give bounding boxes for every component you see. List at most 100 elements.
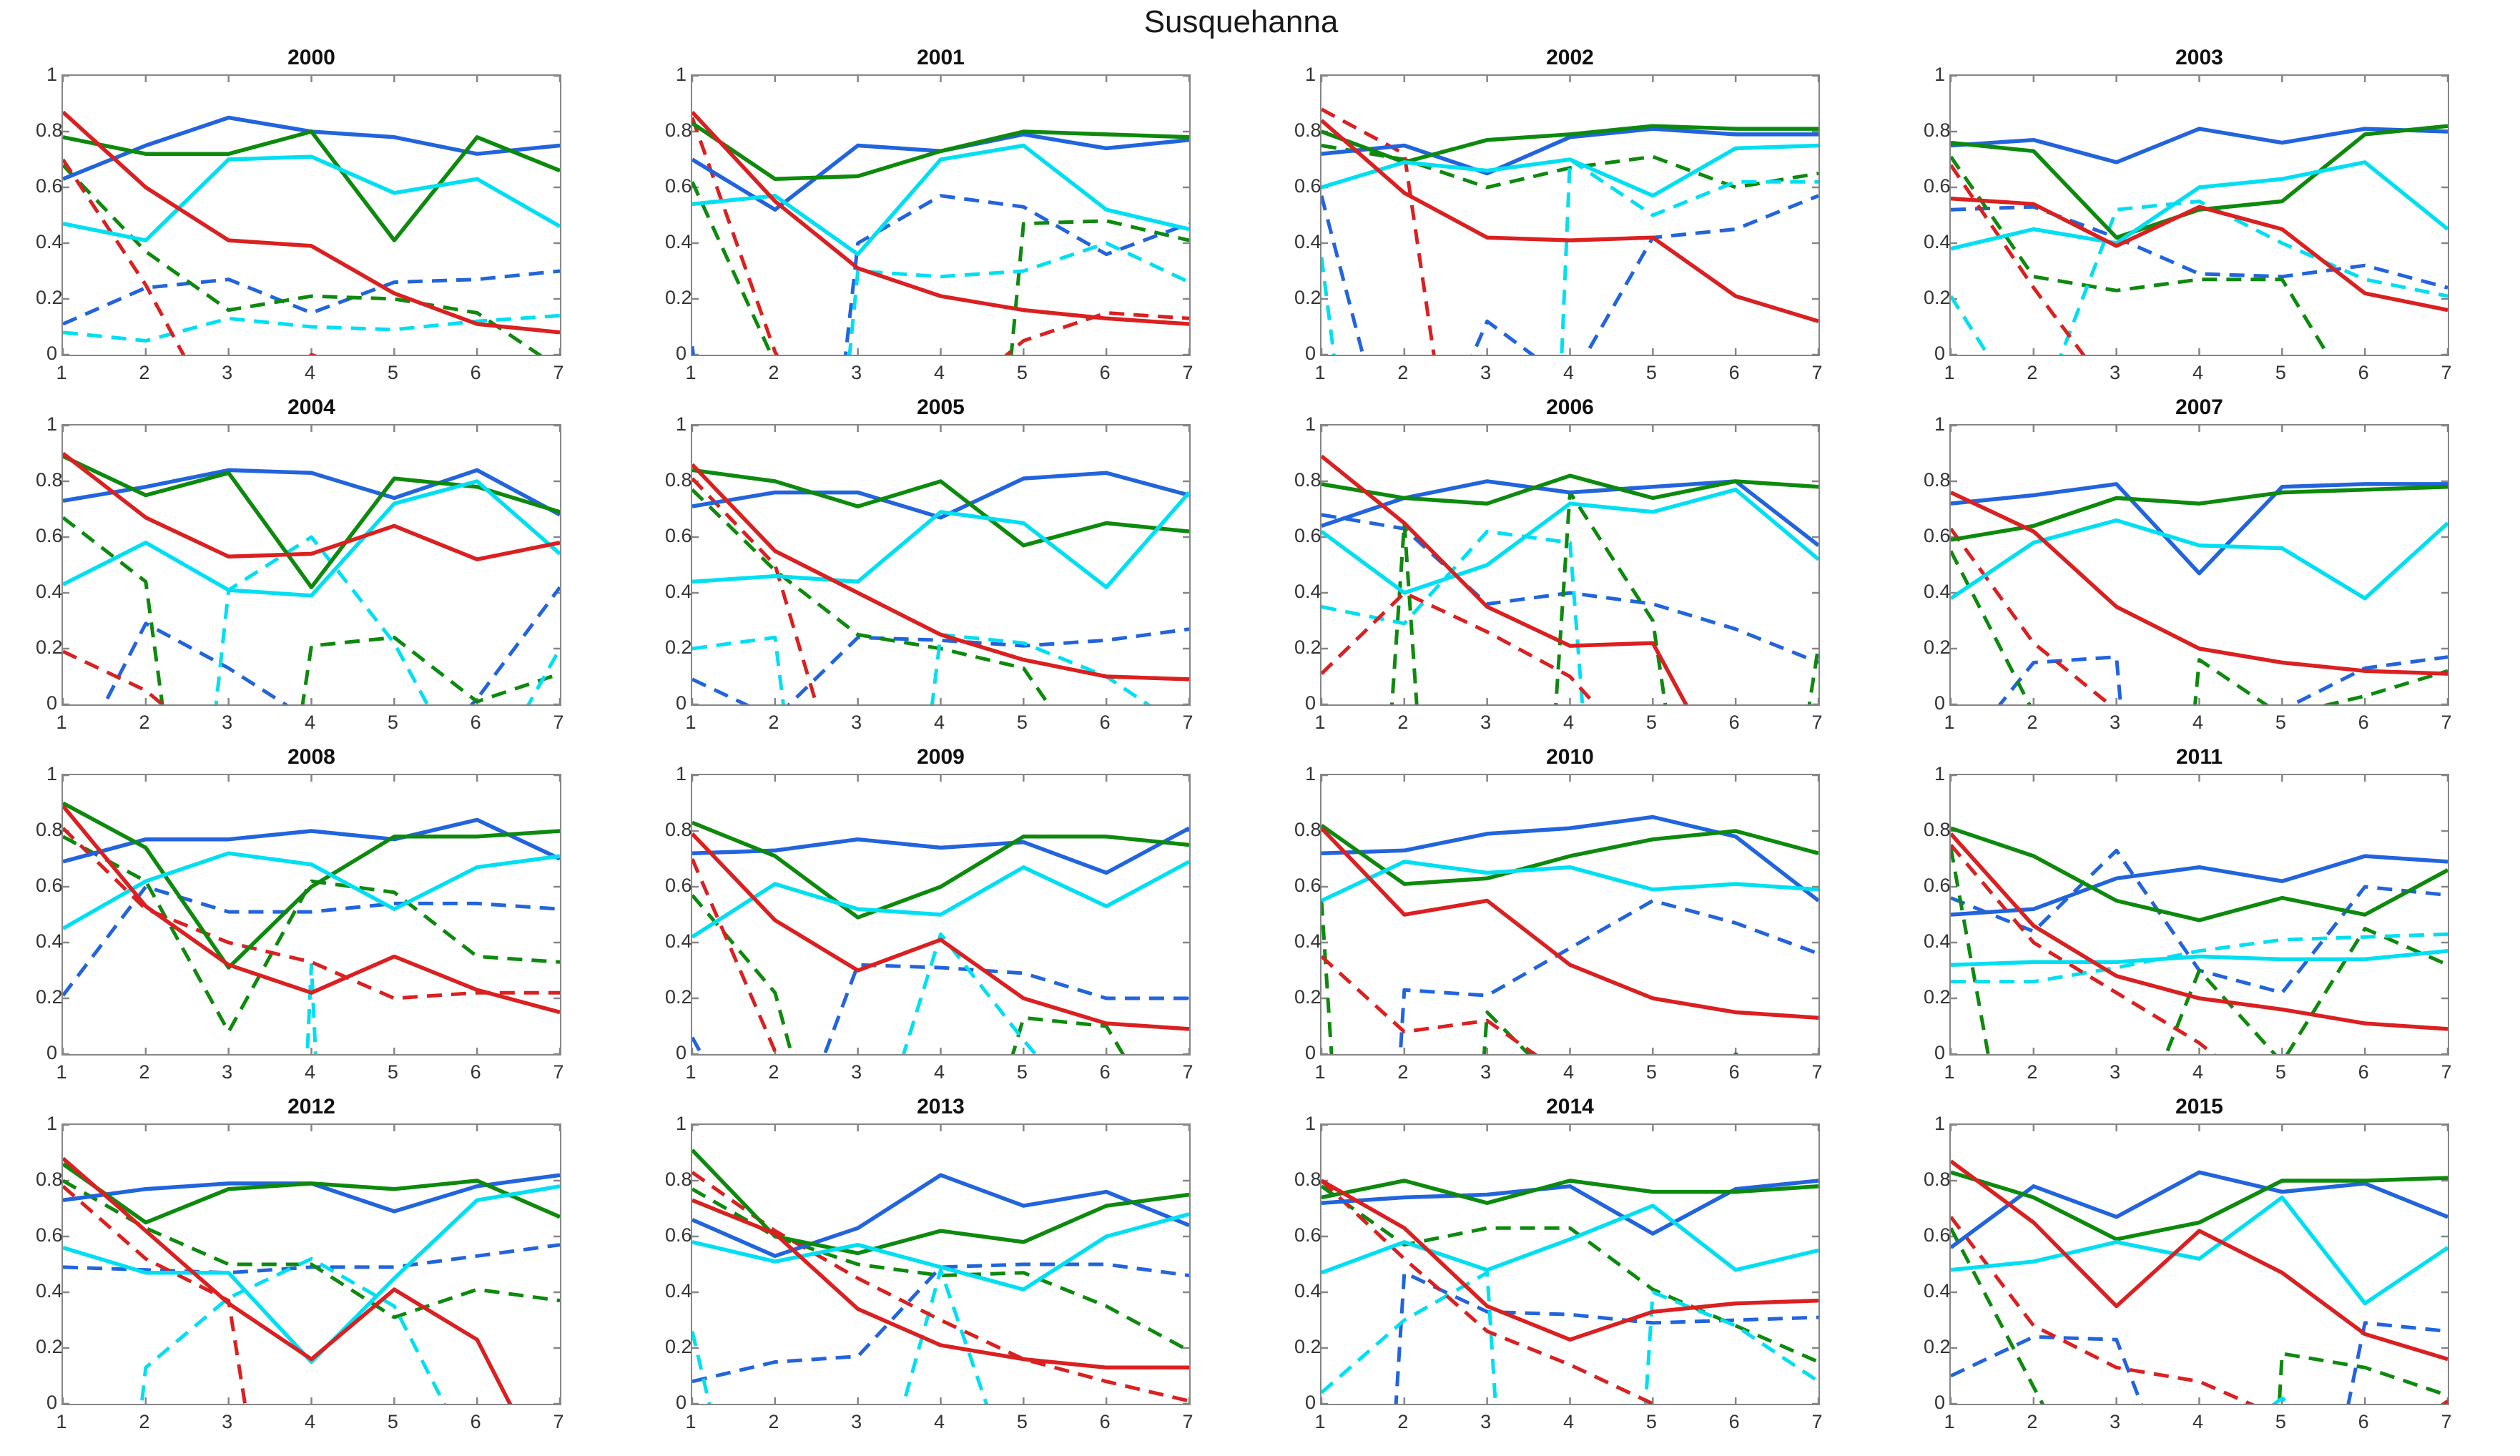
subplot-title: 2011	[2175, 745, 2223, 769]
y-tick-label: 0.6	[1924, 875, 1951, 896]
x-tick-label: 7	[2441, 1061, 2452, 1083]
subplot-grid: 2000 0 0.2 0.4 0.6 0.8 1 1 2 3 4 5 6 7 2001 0 0.2 0.4 0.6 0…	[36, 41, 2520, 1440]
x-tick-label: 4	[1562, 1061, 1575, 1083]
x-tick-label: 7	[2441, 362, 2452, 383]
series-line-red-dashed	[1321, 1179, 1656, 1404]
series-line-cyan-dashed	[1321, 529, 1585, 704]
plot-area	[1320, 774, 1820, 1056]
plot-canvas	[1951, 76, 2448, 355]
series-line-cyan-dashed	[847, 241, 1189, 355]
series-line-blue-solid	[63, 115, 560, 181]
y-tick-label: 0.6	[36, 1224, 63, 1246]
plot-area	[1320, 1123, 1820, 1405]
y-tick-label: 1	[46, 763, 57, 784]
x-tick-label: 6	[470, 1061, 481, 1083]
series-line-blue-dashed	[1997, 655, 2448, 704]
series-line-blue-solid	[692, 471, 1189, 520]
x-tick-label: 6	[1099, 1411, 1111, 1432]
y-tick-label: 0	[46, 692, 57, 714]
y-tick-label: 0.2	[1924, 986, 1951, 1008]
x-tick-label: 2	[768, 712, 779, 733]
x-tick-label: 1	[56, 362, 67, 383]
series-line-cyan-dashed	[1951, 200, 2448, 355]
x-tick-label: 2	[139, 712, 150, 733]
y-tick-label: 0.4	[1294, 231, 1321, 252]
plot-canvas	[692, 426, 1189, 704]
y-tick-label: 0	[675, 692, 686, 714]
series-line-green-solid	[63, 1162, 560, 1225]
series-line-green-dashed	[1951, 550, 2448, 704]
x-tick-label: 3	[1480, 1411, 1492, 1432]
x-tick-label: 6	[1728, 362, 1740, 383]
subplot-title: 2003	[2175, 46, 2223, 69]
subplot-title: 2007	[2175, 395, 2223, 419]
series-line-green-solid	[692, 820, 1189, 920]
series-line-red-solid	[692, 1198, 1189, 1370]
y-tick-label: 1	[675, 64, 686, 85]
y-tick-label: 0.4	[1924, 581, 1951, 602]
series-line-blue-dashed	[692, 1262, 1189, 1384]
y-tick-label: 0.2	[1924, 1336, 1951, 1357]
series-line-cyan-solid	[692, 1212, 1189, 1292]
axis-ticks	[1951, 426, 2448, 704]
y-tick-label: 0.8	[1294, 469, 1321, 491]
plot-canvas	[1951, 1125, 2448, 1404]
x-tick-label: 1	[56, 712, 67, 733]
subplot-title: 2008	[287, 745, 335, 769]
x-tick-label: 6	[1728, 1061, 1740, 1083]
y-tick-label: 0	[1304, 1392, 1316, 1413]
subplot-2006: 2006 0 0.2 0.4 0.6 0.8 1 1 2 3 4 5 6 7	[1294, 391, 1924, 741]
subplot-2008: 2008 0 0.2 0.4 0.6 0.8 1 1 2 3 4 5 6 7	[36, 741, 665, 1091]
series-line-green-dashed	[1951, 1227, 2448, 1404]
series-line-red-solid	[1321, 1179, 1818, 1342]
plot-canvas	[1321, 1125, 1818, 1404]
series-line-green-solid	[1951, 124, 2448, 240]
x-tick-label: 5	[2275, 1411, 2286, 1432]
x-tick-label: 3	[222, 712, 233, 733]
x-tick-label: 5	[1016, 712, 1028, 733]
series-line-cyan-solid	[1951, 160, 2448, 251]
y-tick-label: 0.8	[36, 119, 63, 141]
y-tick-label: 1	[675, 413, 686, 435]
plot-canvas	[63, 426, 560, 704]
y-tick-label: 1	[675, 763, 686, 784]
y-tick-label: 0.6	[665, 525, 692, 546]
subplot-2011: 2011 0 0.2 0.4 0.6 0.8 1 1 2 3 4 5 6 7	[1924, 741, 2520, 1091]
plot-area	[61, 74, 561, 356]
subplot-title: 2004	[287, 395, 335, 419]
series-line-blue-solid	[1951, 1170, 2448, 1249]
plot-area	[61, 1123, 561, 1405]
plot-area	[1949, 424, 2449, 706]
y-tick-label: 0	[1304, 343, 1316, 364]
y-tick-label: 1	[1934, 763, 1945, 784]
x-tick-label: 7	[1811, 1061, 1823, 1083]
series-line-green-solid	[63, 454, 560, 589]
series-line-green-dashed	[1390, 491, 1818, 704]
x-tick-label: 3	[2110, 1411, 2121, 1432]
series-line-red-dashed	[692, 858, 779, 1054]
y-tick-label: 0.6	[665, 1224, 692, 1246]
series-line-cyan-solid	[1321, 487, 1818, 595]
y-tick-label: 0.8	[1294, 1169, 1321, 1190]
y-tick-label: 1	[1304, 1113, 1316, 1134]
series-line-green-dashed	[1321, 900, 1742, 1054]
x-tick-label: 2	[2027, 1411, 2038, 1432]
x-tick-label: 2	[768, 1411, 779, 1432]
y-tick-label: 1	[1934, 1113, 1945, 1134]
x-tick-label: 4	[933, 1061, 945, 1083]
y-tick-label: 0.8	[36, 819, 63, 840]
series-line-red-solid	[1321, 119, 1818, 323]
plot-canvas	[1951, 426, 2448, 704]
x-tick-label: 7	[2441, 1411, 2452, 1432]
plot-area	[61, 424, 561, 706]
x-tick-label: 4	[1562, 362, 1575, 383]
subplot-title: 2014	[1546, 1095, 1594, 1118]
y-tick-label: 0.8	[665, 469, 692, 491]
y-tick-label: 0.2	[36, 986, 63, 1008]
x-tick-label: 3	[851, 1061, 862, 1083]
x-tick-label: 2	[768, 1061, 779, 1083]
x-tick-label: 7	[2441, 712, 2452, 733]
x-tick-label: 7	[553, 1411, 564, 1432]
plot-canvas	[63, 76, 560, 355]
series-line-blue-solid	[63, 468, 560, 517]
